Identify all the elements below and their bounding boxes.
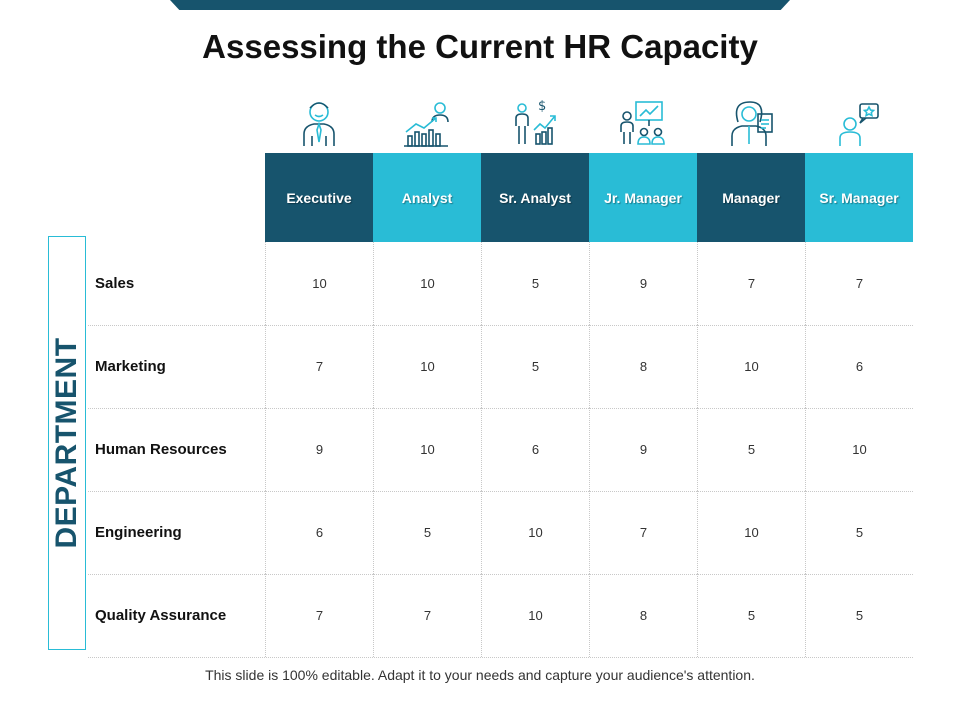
department-side-label-box: DEPARTMENT — [48, 236, 86, 650]
table-cell: 10 — [481, 574, 589, 657]
table-cell: 5 — [481, 325, 589, 408]
table-cell: 8 — [589, 325, 697, 408]
table-cell: 7 — [265, 574, 373, 657]
column-header-analyst: Analyst — [373, 153, 481, 242]
table-row: Human Resources 9 10 6 9 5 10 — [88, 408, 913, 492]
table-row: Marketing 7 10 5 8 10 6 — [88, 325, 913, 409]
sr-analyst-dollar-chart-icon: $ — [481, 96, 589, 150]
table-cell: 5 — [481, 242, 589, 325]
table-cell: 6 — [805, 325, 913, 408]
table-cell: 10 — [697, 325, 805, 408]
table-cell: 7 — [589, 491, 697, 574]
table-row: Sales 10 10 5 9 7 7 — [88, 242, 913, 326]
sr-manager-star-speech-icon — [805, 96, 913, 150]
row-label-marketing: Marketing — [95, 358, 166, 375]
table-cell: 5 — [697, 408, 805, 491]
table-row: Engineering 6 5 10 7 10 5 — [88, 491, 913, 575]
table-cell: 10 — [373, 325, 481, 408]
department-side-label: DEPARTMENT — [50, 337, 83, 549]
table-cell: 8 — [589, 574, 697, 657]
column-header-executive: Executive — [265, 153, 373, 242]
executive-person-icon — [265, 96, 373, 150]
table-row: Quality Assurance 7 7 10 8 5 5 — [88, 574, 913, 658]
table-cell: 7 — [697, 242, 805, 325]
table-cell: 10 — [265, 242, 373, 325]
table-cell: 5 — [373, 491, 481, 574]
table-cell: 10 — [481, 491, 589, 574]
table-header: Executive Analyst Sr. Analyst Jr. Manage… — [265, 153, 913, 242]
table-cell: 5 — [697, 574, 805, 657]
table-cell: 10 — [373, 408, 481, 491]
table-cell: 6 — [265, 491, 373, 574]
manager-woman-document-icon — [697, 96, 805, 150]
jr-manager-presentation-icon — [589, 96, 697, 150]
table-cell: 9 — [589, 242, 697, 325]
table-cell: 6 — [481, 408, 589, 491]
top-accent-bar — [170, 0, 790, 10]
page-title: Assessing the Current HR Capacity — [202, 28, 758, 65]
table-cell: 10 — [805, 408, 913, 491]
column-header-sr-manager: Sr. Manager — [805, 153, 913, 242]
row-label-human-resources: Human Resources — [95, 441, 227, 458]
capacity-table: Sales 10 10 5 9 7 7 Marketing 7 10 5 8 1… — [88, 242, 913, 658]
column-header-jr-manager: Jr. Manager — [589, 153, 697, 242]
footer-note: This slide is 100% editable. Adapt it to… — [205, 667, 755, 683]
table-cell: 10 — [697, 491, 805, 574]
svg-text:$: $ — [538, 99, 546, 114]
row-label-sales: Sales — [95, 275, 135, 292]
table-cell: 9 — [589, 408, 697, 491]
table-cell: 7 — [373, 574, 481, 657]
table-cell: 5 — [805, 491, 913, 574]
table-cell: 7 — [805, 242, 913, 325]
column-header-manager: Manager — [697, 153, 805, 242]
row-label-engineering: Engineering — [95, 524, 182, 541]
column-header-sr-analyst: Sr. Analyst — [481, 153, 589, 242]
table-cell: 10 — [373, 242, 481, 325]
table-cell: 5 — [805, 574, 913, 657]
table-cell: 7 — [265, 325, 373, 408]
analyst-growth-chart-icon — [373, 96, 481, 150]
row-label-quality-assurance: Quality Assurance — [95, 607, 227, 624]
table-cell: 9 — [265, 408, 373, 491]
icon-row: $ — [265, 96, 913, 150]
